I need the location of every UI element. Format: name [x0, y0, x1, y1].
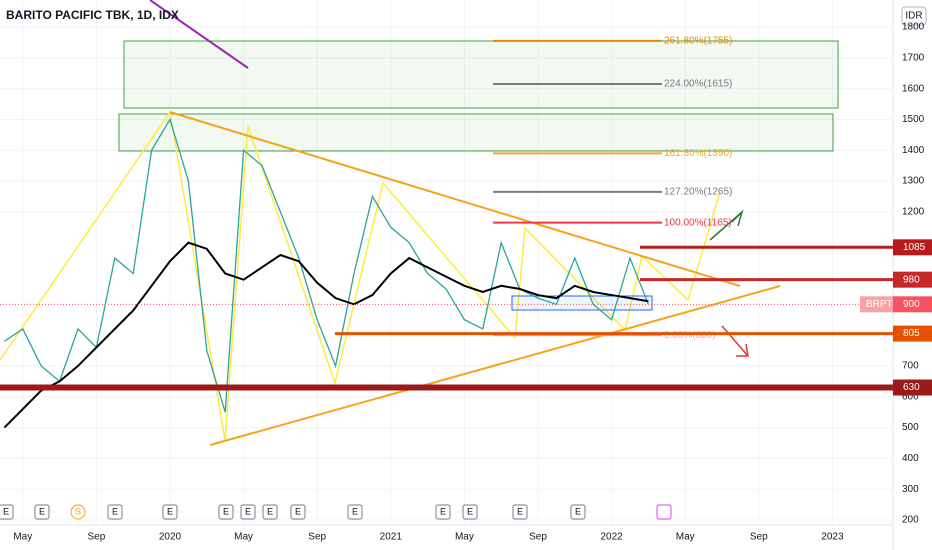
trend-line — [149, 0, 249, 69]
event-marker — [70, 504, 86, 520]
event-marker — [107, 504, 123, 520]
event-label: E — [39, 506, 45, 516]
x-tick-label: Sep — [88, 532, 106, 543]
event-marker — [570, 504, 586, 520]
x-tick-label: May — [13, 532, 32, 543]
event-marker — [347, 504, 363, 520]
symbol-badge — [860, 296, 893, 313]
event-label: E — [112, 506, 118, 516]
trend-line — [209, 285, 781, 446]
fib-label: 161.80%(1390) — [664, 148, 732, 159]
event-marker — [0, 504, 14, 520]
arrow — [721, 325, 749, 357]
x-tick-label: May — [234, 532, 253, 543]
price-badge-label: 900 — [903, 299, 920, 310]
event-marker — [435, 504, 451, 520]
event-label: E — [245, 506, 251, 516]
arrow-head — [736, 343, 749, 357]
price-badge-label: 805 — [903, 328, 920, 339]
price-badge-label: 1085 — [903, 242, 926, 253]
event-label: E — [517, 506, 523, 516]
x-tick-label: 2023 — [821, 532, 844, 543]
x-tick-label: 2021 — [380, 532, 403, 543]
zone — [118, 113, 834, 152]
fib-label: 100.00%(1165) — [664, 217, 732, 228]
y-tick-label: 400 — [902, 453, 919, 464]
x-tick-label: 2020 — [159, 532, 182, 543]
event-marker — [290, 504, 306, 520]
event-label: E — [223, 506, 229, 516]
event-label: E — [467, 506, 473, 516]
event-label: E — [575, 506, 581, 516]
y-tick-label: 1800 — [902, 22, 925, 33]
grid — [0, 0, 893, 525]
price-badge-label: 630 — [903, 382, 920, 393]
event-marker — [656, 504, 672, 520]
symbol-label: BRPT — [866, 299, 893, 310]
price-badge — [893, 296, 932, 313]
series-line — [4, 117, 650, 413]
event-label: E — [267, 506, 273, 516]
fib-label: 224.00%(1615) — [664, 79, 732, 90]
price-badge — [893, 325, 932, 342]
y-tick-label: 700 — [902, 361, 919, 372]
fib-label: 0.00%(800) — [664, 330, 716, 341]
y-tick-label: 1600 — [902, 83, 925, 94]
event-label: E — [295, 506, 301, 516]
y-tick-label: 300 — [902, 484, 919, 495]
series-line — [3, 241, 649, 429]
y-tick-label: 500 — [902, 422, 919, 433]
y-tick-label: 1700 — [902, 52, 925, 63]
x-tick-label: Sep — [308, 532, 326, 543]
y-tick-label: 1300 — [902, 176, 925, 187]
y-tick-label: 200 — [902, 515, 919, 526]
x-tick-label: Sep — [750, 532, 768, 543]
trend-line — [169, 111, 741, 287]
event-marker — [218, 504, 234, 520]
plot — [3, 117, 650, 429]
event-marker — [240, 504, 256, 520]
fib-label: 127.20%(1265) — [664, 186, 732, 197]
event-label: E — [3, 506, 9, 516]
zone — [123, 40, 839, 109]
event-marker — [462, 504, 478, 520]
price-badge — [893, 379, 932, 396]
event-marker — [34, 504, 50, 520]
x-tick-label: Sep — [529, 532, 547, 543]
price-badge — [893, 239, 932, 256]
arrow-head — [731, 209, 744, 227]
price-badge — [893, 271, 932, 288]
y-tick-label: 1200 — [902, 207, 925, 218]
event-label: S — [75, 506, 81, 516]
currency-badge — [901, 6, 927, 26]
price-badge-label: 980 — [903, 274, 920, 285]
event-marker — [162, 504, 178, 520]
event-marker — [262, 504, 278, 520]
fib-label: 261.80%(1755) — [664, 36, 732, 47]
currency: IDR — [905, 11, 922, 22]
y-tick-label: 1400 — [902, 145, 925, 156]
chart-title: BARITO PACIFIC TBK, 1D, IDX — [6, 8, 179, 22]
x-tick-label: 2022 — [600, 532, 623, 543]
y-tick-label: 600 — [902, 391, 919, 402]
event-label: E — [352, 506, 358, 516]
event-label: E — [167, 506, 173, 516]
x-tick-label: May — [455, 532, 474, 543]
event-marker — [512, 504, 528, 520]
y-tick-label: 1500 — [902, 114, 925, 125]
event-label: E — [440, 506, 446, 516]
x-tick-label: May — [676, 532, 695, 543]
